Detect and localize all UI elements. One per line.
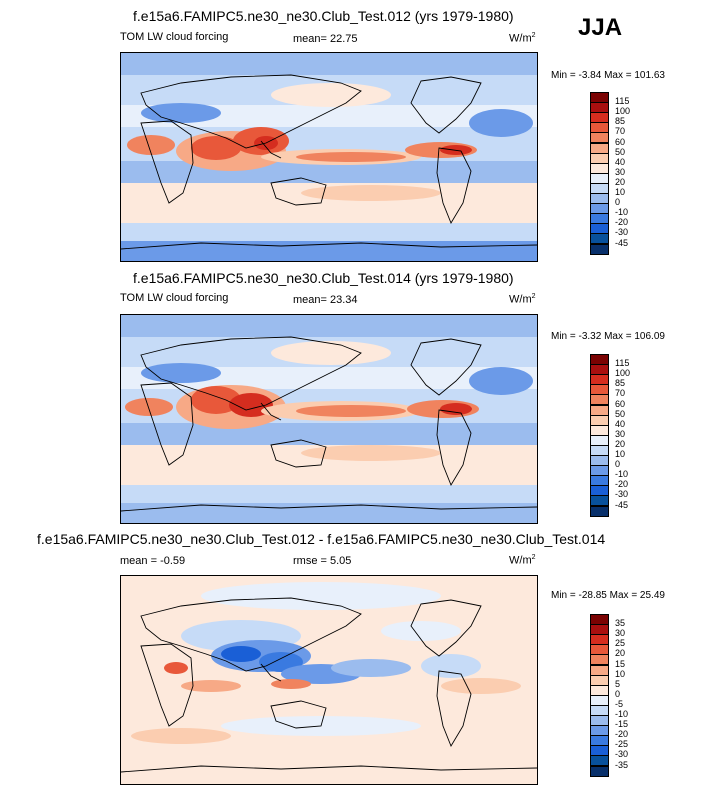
colorbar-level-label: 100 [615, 106, 631, 117]
colorbar-level-label: 20 [615, 648, 626, 659]
season-label: JJA [578, 14, 623, 41]
panel-2-units: W/m2 [509, 293, 536, 306]
colorbar-level-label: 15 [615, 658, 626, 669]
colorbar-level-label: -10 [615, 709, 629, 719]
colorbar-level-label: 20 [615, 438, 626, 449]
colorbar-level-label: -25 [615, 739, 629, 750]
colorbar-level-label: 40 [615, 418, 626, 429]
panel-2-map [120, 314, 538, 524]
colorbar-level-label: 30 [615, 428, 626, 439]
colorbar-level-label: 70 [615, 126, 626, 137]
colorbar-level-label: -15 [615, 719, 629, 730]
colorbar-level-label: -45 [615, 237, 629, 248]
colorbar-level-label: -20 [615, 217, 629, 228]
panel-2-mean: mean= 23.34 [293, 294, 358, 306]
colorbar-level-label: 10 [615, 187, 626, 197]
panel-1-mean: mean= 22.75 [293, 33, 358, 45]
colorbar-level-label: 0 [615, 459, 621, 470]
colorbar-level-label: 115 [615, 358, 630, 369]
colorbar-level-label: -35 [615, 759, 629, 770]
colorbar-level-label: 35 [615, 618, 626, 629]
colorbar-level-label: 0 [615, 688, 621, 699]
panel-2-colorbar: 115 100 85 70 60 50 40 30 20 10 0 -10 -20 -30 -45 [590, 354, 630, 517]
colorbar-level-label: 70 [615, 388, 626, 399]
colorbar-level-label: 0 [615, 197, 621, 208]
panel-3-rmse: rmse = 5.05 [293, 555, 352, 567]
panel-1-map-field [121, 53, 537, 261]
colorbar-level-label: -30 [615, 227, 629, 238]
panel-2-title: f.e15a6.FAMIPC5.ne30_ne30.Club_Test.014 … [133, 270, 514, 286]
colorbar-level-label: 30 [615, 628, 626, 639]
colorbar-level-label: 10 [615, 668, 626, 679]
colorbar-level-label: 40 [615, 156, 626, 167]
colorbar-level-label: -20 [615, 479, 629, 490]
panel-3-mean: mean = -0.59 [120, 555, 186, 567]
colorbar-level-label: 85 [615, 116, 626, 127]
colorbar-level-label: 100 [615, 368, 631, 379]
colorbar-level-label: 85 [615, 378, 626, 389]
panel-3-colorbar: 35 30 25 20 15 10 5 0 -5 -10 -15 -20 -25 -30 -35 [590, 614, 628, 777]
colorbar-level-label: 30 [615, 166, 626, 177]
panel-1-colorbar: 115 100 85 70 60 50 40 30 20 10 0 -10 -20 -30 -45 [590, 92, 630, 255]
panel-2-minmax: Min = -3.32 Max = 106.09 [551, 331, 665, 342]
panel-3-map-field [121, 576, 537, 784]
panel-1-map [120, 52, 538, 262]
panel-1-minmax: Min = -3.84 Max = 101.63 [551, 70, 665, 81]
colorbar-level-label: -20 [615, 729, 629, 740]
colorbar-level-label: 5 [615, 678, 621, 689]
colorbar-level-label: 60 [615, 398, 626, 409]
panel-1-title: f.e15a6.FAMIPC5.ne30_ne30.Club_Test.012 … [133, 8, 514, 24]
panel-2-variable: TOM LW cloud forcing [120, 292, 229, 304]
colorbar-level-label: 50 [615, 146, 626, 157]
colorbar-level-label: -30 [615, 749, 629, 760]
colorbar-level-label: 60 [615, 136, 626, 147]
colorbar-level-label: -30 [615, 489, 629, 500]
colorbar-level-label: 115 [615, 96, 630, 107]
colorbar-level-label: -5 [615, 698, 624, 709]
panel-3-map [120, 575, 538, 785]
colorbar-level-label: 10 [615, 449, 626, 459]
panel-1-units: W/m2 [509, 32, 536, 45]
panel-1-variable: TOM LW cloud forcing [120, 31, 229, 43]
panel-3-minmax: Min = -28.85 Max = 25.49 [551, 590, 665, 601]
colorbar-swatch [590, 765, 609, 777]
colorbar-level-label: 25 [615, 638, 626, 649]
panel-3-title: f.e15a6.FAMIPC5.ne30_ne30.Club_Test.012 … [37, 531, 606, 547]
panel-2-map-field [121, 315, 537, 523]
colorbar-level-label: 50 [615, 408, 626, 419]
colorbar-level-label: -45 [615, 499, 629, 510]
colorbar-level-label: 20 [615, 176, 626, 187]
colorbar-swatch [590, 243, 609, 255]
colorbar-level-label: -10 [615, 469, 629, 480]
colorbar-level-label: -10 [615, 207, 629, 218]
panel-3-units: W/m2 [509, 554, 536, 567]
colorbar-swatch [590, 505, 609, 517]
